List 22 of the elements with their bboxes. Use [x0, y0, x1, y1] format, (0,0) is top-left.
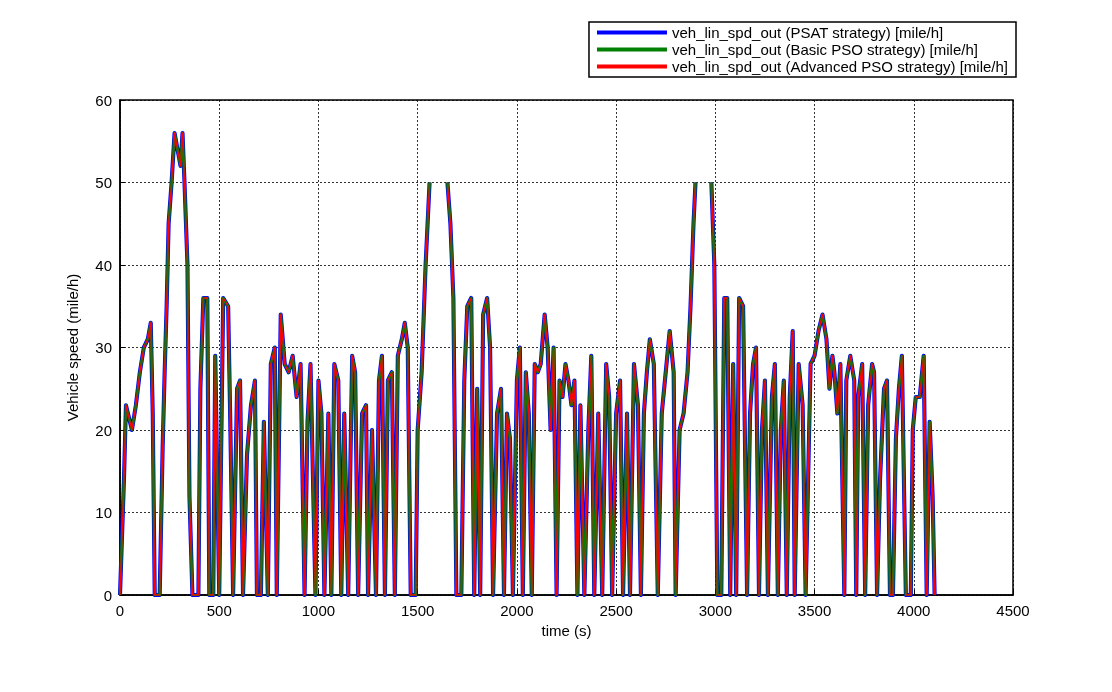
x-tick-label: 2500: [599, 602, 633, 619]
x-axis-title: time (s): [541, 621, 592, 639]
legend-label: veh_lin_spd_out (Basic PSO strategy) [mile/h]: [671, 41, 978, 58]
x-tick-label: 0: [115, 602, 125, 619]
y-tick-label: 10: [95, 504, 112, 521]
x-tick-label: 4500: [996, 602, 1030, 619]
x-tick-label: 4000: [897, 602, 931, 619]
y-tick-label: 50: [95, 174, 112, 191]
x-tick-label: 1500: [400, 602, 435, 619]
x-tick-label: 3000: [698, 602, 733, 619]
y-tick-label: 30: [95, 339, 112, 356]
legend-label: veh_lin_spd_out (Advanced PSO strategy) [mile/h]: [671, 58, 1008, 75]
y-tick-label: 0: [103, 586, 112, 604]
y-tick-label: 40: [95, 256, 112, 274]
legend-label: veh_lin_spd_out (PSAT strategy) [mile/h]: [671, 24, 944, 41]
y-tick-label: 60: [95, 91, 112, 109]
x-tick-label: 2000: [500, 602, 534, 619]
x-tick-label: 1000: [301, 602, 336, 619]
x-tick-label: 3500: [797, 602, 832, 619]
y-axis-title: Vehicle speed (mile/h): [64, 273, 81, 422]
y-tick-label: 20: [95, 421, 112, 439]
x-tick-label: 500: [206, 602, 232, 619]
